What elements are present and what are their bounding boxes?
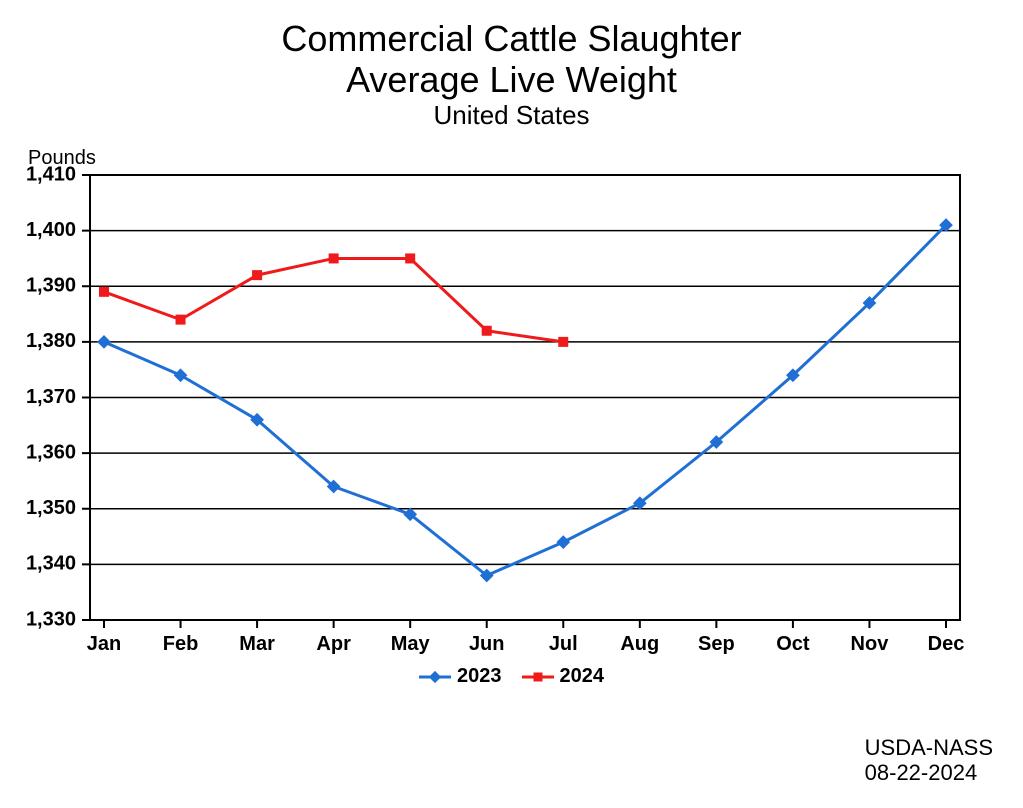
chart-plot: 1,330 1,340 1,350 1,360 1,370 1,380 1,390 1,400…	[20, 165, 980, 670]
y-tick-label: 1,360	[26, 441, 76, 463]
chart-footer: USDA-NASS 08-22-2024	[865, 735, 993, 786]
y-tick-label: 1,410	[26, 165, 76, 185]
chart-page: { "chart": { "type": "line", "title_line…	[0, 0, 1023, 808]
legend-label: 2024	[560, 665, 605, 688]
y-tick-label: 1,330	[26, 608, 76, 630]
y-tick-label: 1,350	[26, 497, 76, 519]
x-tick-label: Jul	[549, 633, 578, 655]
footer-source: USDA-NASS	[865, 735, 993, 760]
x-tick-label: Apr	[316, 633, 351, 655]
legend-label: 2023	[457, 665, 502, 688]
y-tick-label: 1,400	[26, 219, 76, 241]
x-tick-label: Mar	[239, 633, 275, 655]
chart-title-line2: Average Live Weight	[0, 59, 1023, 100]
x-tick-label: Dec	[928, 633, 965, 655]
series-2024	[100, 254, 568, 346]
chart-title-line1: Commercial Cattle Slaughter	[0, 18, 1023, 59]
x-tick-label: Jan	[87, 633, 121, 655]
y-tick-label: 1,380	[26, 330, 76, 352]
x-tick-label: Oct	[776, 633, 810, 655]
x-tick-label: Jun	[469, 633, 505, 655]
legend-item-2023: 2023	[419, 665, 502, 688]
x-tick-label: May	[391, 633, 431, 655]
footer-date: 08-22-2024	[865, 760, 993, 785]
x-tick-label: Feb	[163, 633, 199, 655]
y-tick-label: 1,370	[26, 386, 76, 408]
series-2023	[98, 219, 952, 582]
chart-legend: 2023 2024	[0, 665, 1023, 688]
x-tick-label: Nov	[851, 633, 890, 655]
chart-subtitle-region: United States	[0, 101, 1023, 131]
legend-item-2024: 2024	[522, 665, 605, 688]
chart-svg: 1,330 1,340 1,350 1,360 1,370 1,380 1,390 1,400…	[20, 165, 980, 670]
chart-titles: Commercial Cattle Slaughter Average Live…	[0, 0, 1023, 131]
y-tick-label: 1,340	[26, 553, 76, 575]
x-tick-label: Aug	[620, 633, 659, 655]
y-tick-label: 1,390	[26, 275, 76, 297]
x-tick-label: Sep	[698, 633, 735, 655]
